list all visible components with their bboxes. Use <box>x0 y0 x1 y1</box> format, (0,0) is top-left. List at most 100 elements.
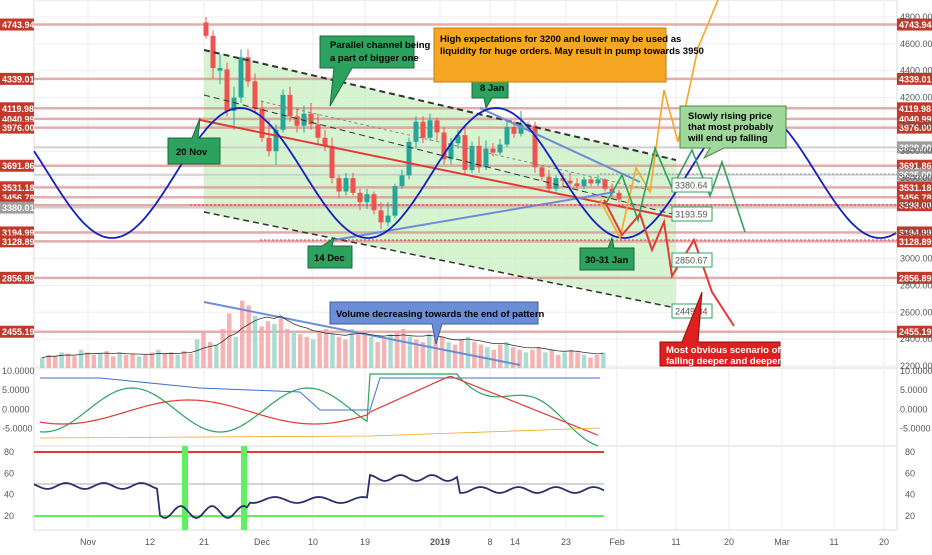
target-price-boxes: 3380.64 3193.59 2850.67 2449.84 <box>671 177 713 319</box>
candle-body <box>574 183 580 187</box>
price-tick-label: 4000.00 <box>900 119 932 129</box>
volume-bar <box>239 300 245 368</box>
x-tick-label: Nov <box>80 537 97 547</box>
volume-bar <box>272 323 277 368</box>
volume-bar <box>304 336 309 368</box>
axis-tick-labels: 4800.00 4600.00 4400.00 4200.00 4000.00 3800.… <box>2 12 932 547</box>
price-tick-label: 3000.00 <box>900 254 932 264</box>
callout-volume-decreasing: Volume decreasing towards the end of pat… <box>329 301 545 345</box>
level-label-left: 4119.98 <box>2 104 34 114</box>
level-label-right: 3194.99 <box>899 228 932 238</box>
price-tick-label: 3400.00 <box>900 200 932 210</box>
candle-body <box>371 194 377 211</box>
volume-bar <box>523 352 529 368</box>
oscillator-tick-left: 5.0000 <box>2 385 30 395</box>
volume-bar <box>556 355 561 368</box>
channel-fill <box>204 50 676 308</box>
candle-body <box>378 210 384 223</box>
candle-body <box>616 192 622 200</box>
volume-bar <box>465 336 471 368</box>
oscillator-orange-line <box>39 427 601 439</box>
volume-bar <box>575 352 580 368</box>
level-label-right: 3531.18 <box>899 183 932 193</box>
candle-body <box>462 135 468 171</box>
rsi-tick-left: 40 <box>4 490 14 500</box>
volume-moving-average <box>41 315 604 358</box>
callout-obvious-line2: falling deeper and deeper <box>666 356 781 367</box>
candle-body <box>609 188 615 193</box>
channel-upper-line <box>203 49 677 161</box>
candle-body <box>224 69 230 111</box>
candle-body <box>252 81 258 109</box>
volume-bar <box>407 336 413 368</box>
volume-bar <box>356 334 361 368</box>
oscillator-green-line <box>39 373 599 447</box>
svg-text:falling deeper and deeper: falling deeper and deeper <box>666 356 781 367</box>
candle-body <box>336 178 342 192</box>
volume-bar <box>78 349 84 368</box>
level-label-right: 2856.89 <box>899 273 932 283</box>
volume-bar <box>98 353 103 368</box>
volume-bar <box>143 355 148 368</box>
level-label-right-bg <box>897 168 932 181</box>
oscillator-pane-frame <box>33 367 898 447</box>
volume-bar <box>349 329 355 368</box>
price-tick-label: 4200.00 <box>900 93 932 103</box>
volume-bar <box>117 352 122 368</box>
volume-bar <box>130 353 135 368</box>
candle-body <box>476 145 482 168</box>
volume-bar <box>188 353 193 368</box>
x-tick-label: Feb <box>609 537 625 547</box>
level-label-right: 3456.78 <box>899 193 932 203</box>
volume-bar <box>278 318 284 368</box>
level-label-right-bg <box>897 72 932 85</box>
rsi-tick-right: 80 <box>905 447 915 457</box>
candle-body <box>294 116 300 126</box>
candle-body <box>273 129 279 152</box>
candle-body <box>406 141 412 176</box>
oscillator-tick-right: 5.0000 <box>900 385 928 395</box>
price-tick-label: 2800.00 <box>900 280 932 290</box>
callout-rising-line1: Slowly rising price <box>688 111 772 122</box>
trend-lines <box>190 49 897 309</box>
volume-bar <box>594 355 600 368</box>
svg-text:Parallel channel being: Parallel channel being <box>330 40 431 51</box>
volume-bar <box>291 331 297 368</box>
volume-bar <box>169 352 174 368</box>
level-label-right: 3829.00 <box>899 143 932 153</box>
blue-falling-line <box>479 107 641 183</box>
volume-bar <box>110 356 116 368</box>
price-tick-label: 4400.00 <box>900 66 932 76</box>
level-label-left-bg <box>0 235 34 248</box>
volume-bar <box>259 326 264 368</box>
target-price-box <box>671 252 713 268</box>
volume-bar <box>194 339 200 368</box>
target-price-box <box>671 177 713 193</box>
candle-body <box>539 167 545 177</box>
candle-body <box>329 145 335 179</box>
level-label-right: 3976.00 <box>899 123 932 133</box>
candle-body <box>483 148 489 168</box>
level-label-right: 2455.19 <box>899 327 932 337</box>
level-label-left-bg <box>0 102 34 115</box>
level-label-left-bg <box>0 325 34 338</box>
candle-body <box>504 127 510 145</box>
volume-bar <box>156 349 161 368</box>
candlesticks <box>203 17 622 230</box>
volume-bar <box>414 339 419 368</box>
level-label-left: 3380.01 <box>2 203 35 213</box>
level-label-left: 3456.78 <box>2 193 35 203</box>
callout-20-nov-text: 20 Nov <box>176 147 208 158</box>
callout-20-nov: 20 Nov <box>167 117 221 165</box>
volume-bar <box>85 352 90 368</box>
level-label-left-bg <box>0 271 34 284</box>
level-label-right-bg <box>897 325 932 338</box>
candle-body <box>448 143 454 160</box>
rsi-oversold-highlight-2 <box>241 446 247 530</box>
blue-rising-line <box>333 191 616 241</box>
callout-most-obvious: Most obvious scenario of falling deeper … <box>659 291 781 367</box>
channel-lower-line <box>203 211 677 309</box>
level-label-right-bg <box>897 18 932 31</box>
callout-high-exp-line2: liquidity for huge orders. May result in… <box>440 46 704 57</box>
target-price-label: 2850.67 <box>675 256 708 266</box>
